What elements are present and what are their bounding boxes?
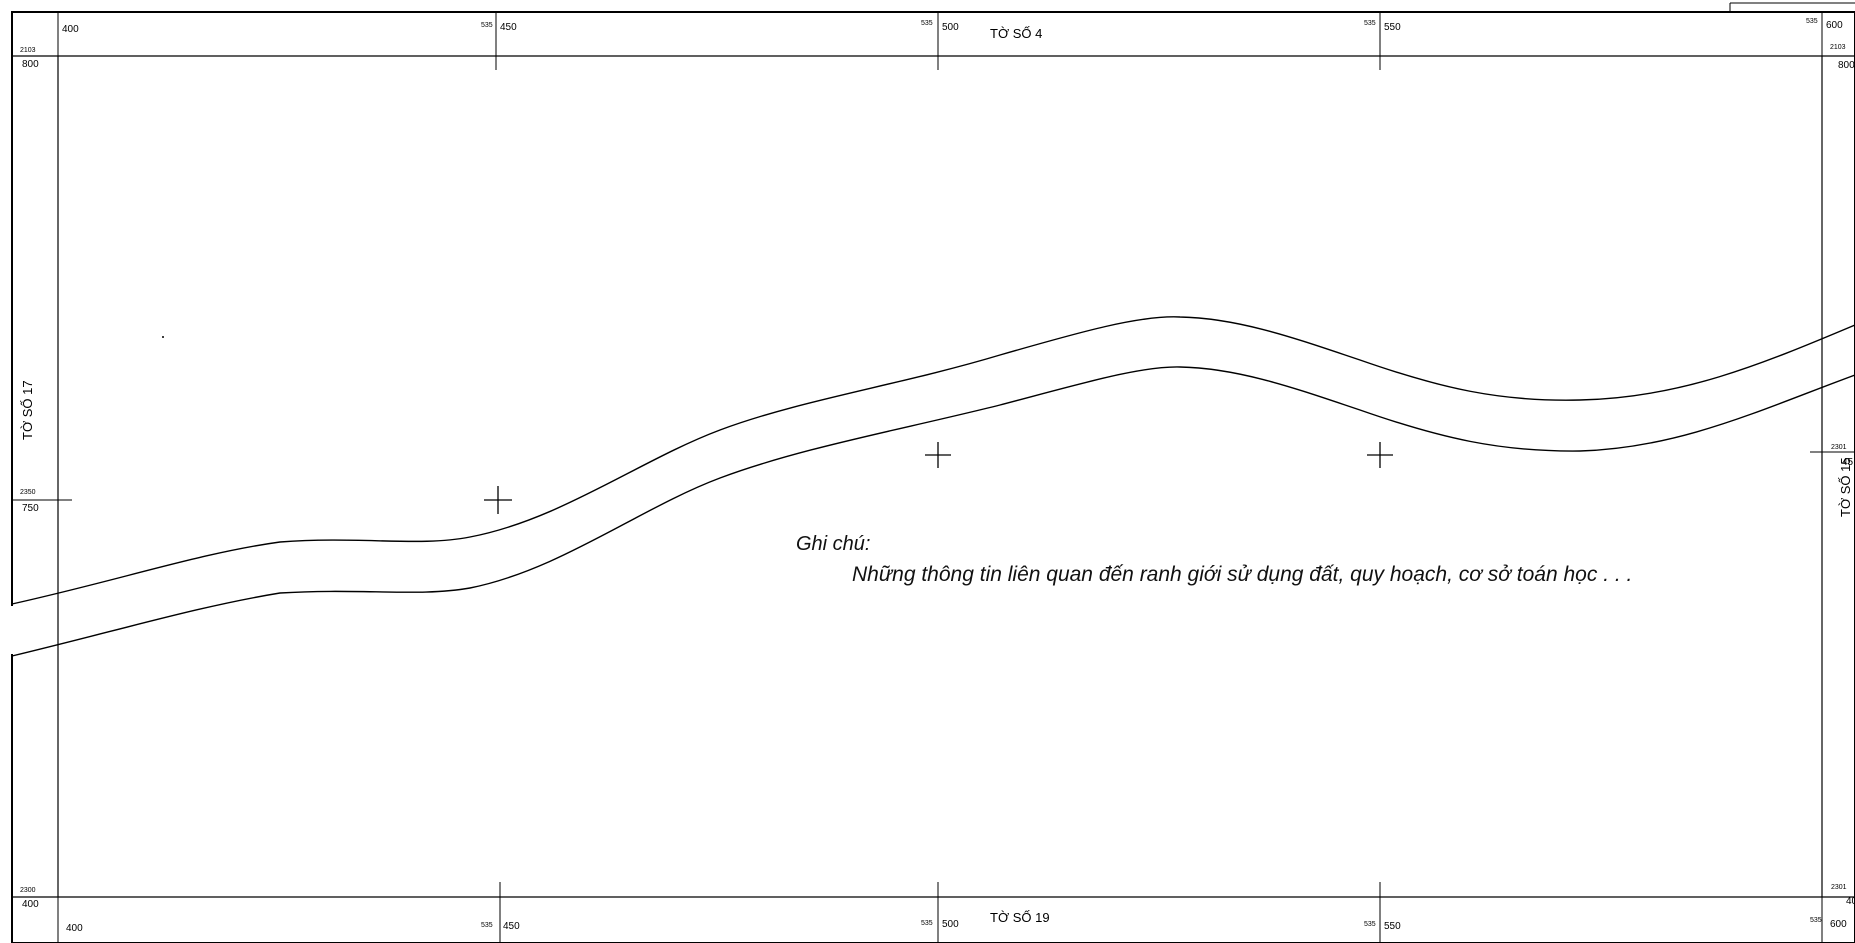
corner-code: 2301 xyxy=(1831,884,1847,891)
frame-gap xyxy=(10,606,14,654)
sheet-label-left: TỜ SỐ 17 xyxy=(20,380,35,440)
edge-code: 535 xyxy=(1810,917,1822,924)
x-coordinate-label: 600 xyxy=(1826,20,1843,31)
x-coordinate-label: 400 xyxy=(62,24,79,35)
edge-code: 535 xyxy=(481,922,493,929)
corner-code: 2103 xyxy=(20,47,36,54)
point-mark xyxy=(162,336,164,338)
grid-cross xyxy=(484,486,512,514)
grid-cross xyxy=(1367,442,1393,468)
x-coordinate-label-bottom: 450 xyxy=(503,921,520,932)
edge-code: 535 xyxy=(1364,20,1376,27)
y-coordinate-label-right: 800 xyxy=(1838,60,1855,71)
road-upper-edge xyxy=(11,316,1855,605)
note-text: Những thông tin liên quan đến ranh giới … xyxy=(852,563,1633,586)
sheet-label-bottom: TỜ SỐ 19 xyxy=(990,910,1050,925)
note-title: Ghi chú: xyxy=(796,533,871,555)
y-coordinate-label-right: 40 xyxy=(1846,896,1855,907)
corner-code: 2300 xyxy=(20,887,36,894)
x-coordinate-label: 450 xyxy=(500,22,517,33)
x-coordinate-label-bottom: 400 xyxy=(66,923,83,934)
x-coordinate-label: 550 xyxy=(1384,22,1401,33)
y-coordinate-label: 750 xyxy=(22,503,39,514)
x-coordinate-label-bottom: 550 xyxy=(1384,921,1401,932)
y-coordinate-label: 400 xyxy=(22,899,39,910)
outer-frame xyxy=(11,11,1855,943)
corner-code: 2350 xyxy=(20,489,36,496)
corner-code: 2301 xyxy=(1831,444,1847,451)
x-coordinate-label: 500 xyxy=(942,22,959,33)
grid-cross xyxy=(925,442,951,468)
corner-code: 2103 xyxy=(1830,44,1846,51)
edge-code: 535 xyxy=(481,22,493,29)
edge-code: 535 xyxy=(921,20,933,27)
road-lower-edge xyxy=(11,366,1855,657)
y-coordinate-label: 800 xyxy=(22,59,39,70)
y-coordinate-label-right: 45 xyxy=(1842,457,1854,468)
edge-code: 535 xyxy=(1364,921,1376,928)
edge-code: 535 xyxy=(1806,18,1818,25)
x-coordinate-label-bottom: 600 xyxy=(1830,919,1847,930)
sheet-label-top: TỜ SỐ 4 xyxy=(990,26,1043,41)
x-coordinate-label-bottom: 500 xyxy=(942,919,959,930)
edge-code: 535 xyxy=(921,920,933,927)
